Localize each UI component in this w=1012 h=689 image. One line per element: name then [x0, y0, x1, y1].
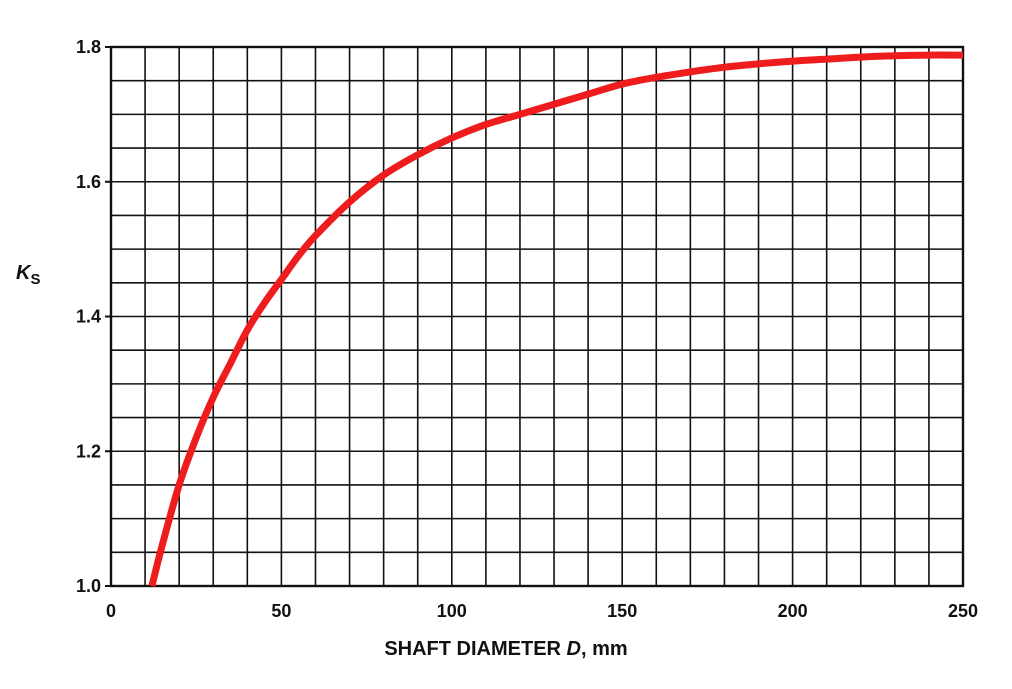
x-tick-label: 50 [271, 601, 291, 621]
x-axis-title-prefix: SHAFT DIAMETER [384, 638, 566, 660]
y-tick-label: 1.6 [76, 172, 101, 192]
y-tick-labels: 1.0 1.2 1.4 1.6 1.8 [76, 37, 101, 596]
grid-layer [105, 45, 965, 588]
x-axis-title-suffix: , mm [581, 638, 628, 660]
series-line-ks-curve [148, 51, 964, 587]
x-axis-title-variable: D [567, 638, 581, 660]
x-tick-labels: 0 50 100 150 200 250 [106, 601, 978, 621]
y-tick-label: 1.4 [76, 307, 101, 327]
y-tick-label: 1.8 [76, 37, 101, 57]
y-axis-symbol: K [16, 262, 32, 284]
y-axis-title: KS [16, 262, 40, 288]
x-tick-label: 250 [948, 601, 978, 621]
x-tick-label: 100 [437, 601, 467, 621]
y-tick-label: 1.2 [76, 441, 101, 461]
x-tick-label: 150 [607, 601, 637, 621]
y-axis-subscript: S [30, 271, 40, 288]
y-tick-label: 1.0 [76, 576, 101, 596]
series-layer [148, 51, 964, 587]
x-tick-label: 200 [778, 601, 808, 621]
x-tick-label: 0 [106, 601, 116, 621]
x-axis-title: SHAFT DIAMETER D, mm [384, 638, 627, 660]
